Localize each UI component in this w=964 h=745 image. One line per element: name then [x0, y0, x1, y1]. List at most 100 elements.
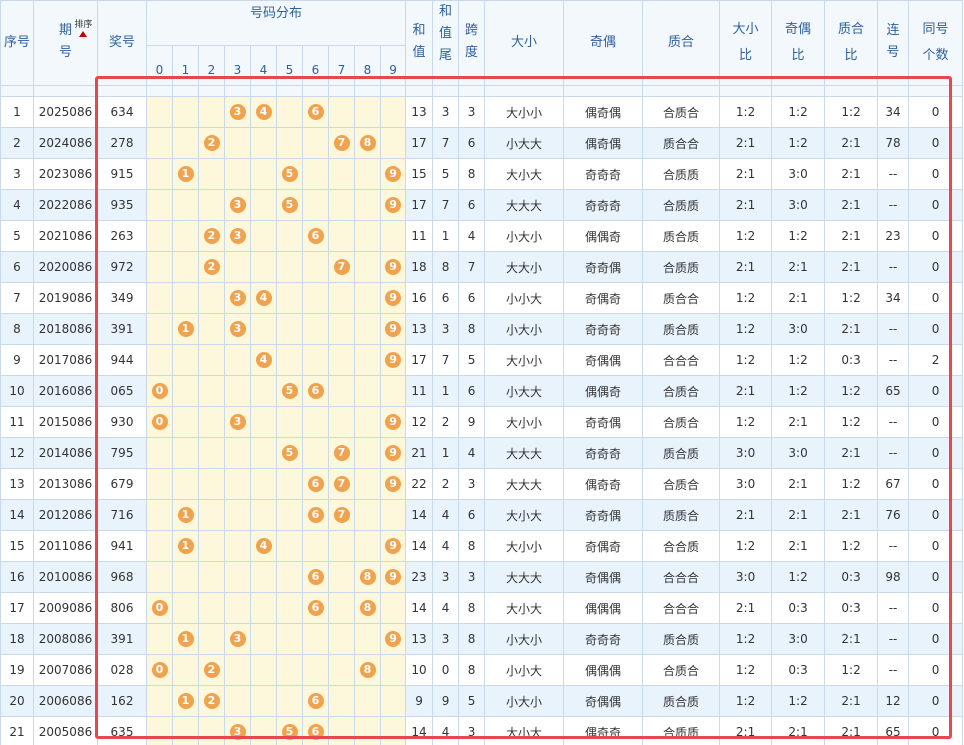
- number-cell: 634: [97, 96, 147, 128]
- digit-cell: [250, 685, 277, 717]
- size-cell: 大小小: [484, 344, 565, 376]
- digit-cell: [354, 716, 381, 745]
- header-cell[interactable]: 期号 排序: [33, 0, 98, 86]
- header-cell: 和值尾: [432, 0, 460, 86]
- same-cell: 0: [908, 158, 964, 190]
- digit-cell: [302, 654, 329, 686]
- header-cell: 连号: [877, 0, 910, 86]
- spacer-cell: [172, 85, 199, 97]
- parity-ratio-cell: 0:3: [771, 592, 826, 624]
- tail-cell: 8: [432, 251, 460, 283]
- number-cell: 679: [97, 468, 147, 500]
- number-cell: 028: [97, 654, 147, 686]
- issue-cell: 2015086: [33, 406, 98, 438]
- digit-cell: [250, 220, 277, 252]
- header-cell: 大小比: [719, 0, 773, 86]
- data-row: 19 2007086 028 0 2 8 10 0 8 小小大 偶偶偶 合质合 1:2 0:3 1:2 -- 0: [0, 654, 964, 686]
- span-cell: 8: [458, 530, 486, 562]
- size-ratio-cell: 3:0: [719, 468, 773, 500]
- digit-cell: [379, 375, 407, 407]
- span-cell: 6: [458, 127, 486, 159]
- consecutive-cell: 34: [877, 96, 910, 128]
- number-ball: 0: [151, 383, 168, 399]
- digit-cell: [224, 592, 251, 624]
- digit-cell: [146, 623, 173, 655]
- digit-cell: 9: [379, 623, 407, 655]
- sort-text[interactable]: 排序: [74, 20, 93, 30]
- data-row: 14 2012086 716 1 6 7 14 4 6 大小大 奇奇偶 质质合 2:1 2:1 2:1 76 0: [0, 499, 964, 531]
- size-cell: 小大大: [484, 127, 565, 159]
- digit-cell: 6: [302, 220, 329, 252]
- sum-cell: 15: [405, 158, 434, 190]
- size-cell: 小小大: [484, 654, 565, 686]
- span-cell: 6: [458, 499, 486, 531]
- digit-cell: [172, 220, 199, 252]
- sort-arrow[interactable]: [79, 31, 88, 37]
- spacer-cell: [328, 85, 355, 97]
- number-cell: 795: [97, 437, 147, 469]
- prime-cell: 合质合: [642, 654, 721, 686]
- size-cell: 大小大: [484, 158, 565, 190]
- header-text: 大小: [511, 35, 538, 50]
- digit-cell: [354, 189, 381, 221]
- parity-ratio-cell: 1:2: [771, 561, 826, 593]
- same-cell: 0: [908, 468, 964, 500]
- digit-cell: [354, 437, 381, 469]
- sum-cell: 11: [405, 375, 434, 407]
- sum-cell: 17: [405, 127, 434, 159]
- digit-cell: [250, 468, 277, 500]
- number-ball: 6: [307, 693, 324, 709]
- digit-cell: [172, 406, 199, 438]
- parity-cell: 奇奇奇: [563, 313, 644, 345]
- number-ball: 3: [229, 197, 246, 213]
- size-ratio-cell: 1:2: [719, 96, 773, 128]
- digit-cell: [276, 313, 303, 345]
- digit-cell: [302, 189, 329, 221]
- sort-button[interactable]: 排序: [74, 20, 92, 37]
- digit-cell: 9: [379, 437, 407, 469]
- parity-ratio-cell: 2:1: [771, 251, 826, 283]
- span-cell: 8: [458, 313, 486, 345]
- digit-cell: [172, 282, 199, 314]
- prime-ratio-cell: 0:3: [824, 561, 879, 593]
- number-ball: 9: [385, 166, 402, 182]
- seq-cell: 3: [0, 158, 34, 190]
- digit-cell: [328, 282, 355, 314]
- sum-cell: 10: [405, 654, 434, 686]
- spacer-cell: [0, 85, 34, 97]
- number-cell: 972: [97, 251, 147, 283]
- digit-cell: [379, 96, 407, 128]
- digit-cell: [276, 96, 303, 128]
- digit-cell: [198, 313, 225, 345]
- number-cell: 391: [97, 313, 147, 345]
- sum-cell: 23: [405, 561, 434, 593]
- spacer-cell: [405, 85, 434, 97]
- parity-cell: 奇奇奇: [563, 158, 644, 190]
- digit-cell: 5: [276, 158, 303, 190]
- number-cell: 349: [97, 282, 147, 314]
- data-row: 5 2021086 263 2 3 6 11 1 4 小大小 偶偶奇 质合质 1:2 1:2 2:1 23 0: [0, 220, 964, 252]
- digit-cell: [302, 251, 329, 283]
- prime-ratio-cell: 1:2: [824, 530, 879, 562]
- digit-cell: [354, 251, 381, 283]
- size-ratio-cell: 1:2: [719, 282, 773, 314]
- number-ball: 3: [229, 631, 246, 647]
- prime-cell: 合质合: [642, 96, 721, 128]
- spacer-cell: [198, 85, 225, 97]
- prime-cell: 合合质: [642, 530, 721, 562]
- digit-header: 8: [354, 45, 381, 86]
- digit-cell: [224, 468, 251, 500]
- digit-cell: 8: [354, 654, 381, 686]
- span-cell: 3: [458, 561, 486, 593]
- digit-cell: [276, 499, 303, 531]
- digit-cell: 4: [250, 282, 277, 314]
- prime-cell: 合合合: [642, 592, 721, 624]
- issue-cell: 2018086: [33, 313, 98, 345]
- spacer-cell: [484, 85, 565, 97]
- digit-cell: [172, 344, 199, 376]
- digit-cell: 3: [224, 282, 251, 314]
- sum-cell: 9: [405, 685, 434, 717]
- tail-cell: 5: [432, 158, 460, 190]
- prime-ratio-cell: 2:1: [824, 499, 879, 531]
